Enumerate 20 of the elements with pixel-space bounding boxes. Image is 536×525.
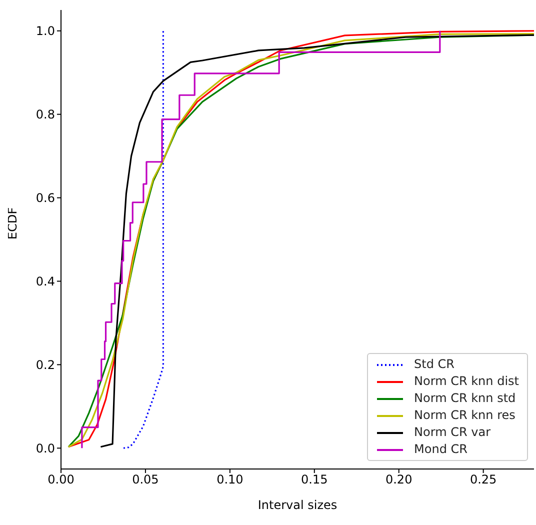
y-tick-label: 0.8 [36,108,55,122]
x-tick-label: 0.20 [386,472,412,487]
x-tick-label: 0.15 [301,472,328,487]
x-tick-label: 0.25 [470,472,497,487]
y-tick-label: 0.6 [36,191,55,206]
x-tick-label: 0.00 [48,472,74,487]
y-tick-label: 1.0 [36,24,55,38]
x-tick-label: 0.10 [216,472,244,487]
legend-label: Norm CR var [414,424,490,441]
y-tick-label: 0.4 [36,274,55,288]
legend-label: Norm CR knn res [414,407,516,424]
legend-label: Norm CR knn std [414,390,516,407]
line-series [122,30,164,449]
legend-label: Mond CR [414,441,468,458]
x-tick-label: 0.05 [132,472,159,487]
legend-label: Norm CR knn dist [414,373,519,390]
y-tick-label: 0.0 [36,441,55,456]
legend-label: Std CR [414,356,455,373]
x-axis-title: Interval sizes [258,498,338,512]
y-tick-label: 0.2 [36,358,55,372]
